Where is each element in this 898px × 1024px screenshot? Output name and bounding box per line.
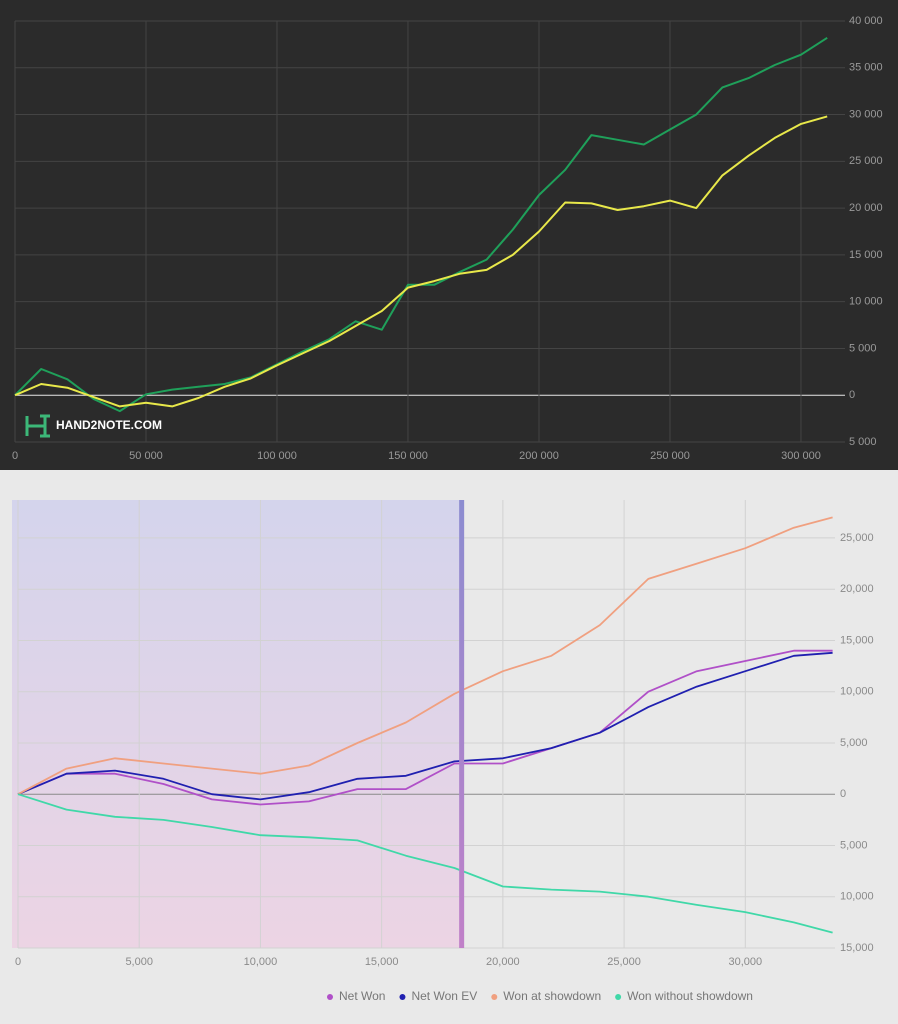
y-tick-label: 0 [840,788,846,800]
x-tick-label: 25,000 [607,956,641,968]
y-tick-label: 30 000 [849,108,883,120]
series-line [17,793,833,934]
x-tick-label: 20,000 [486,956,520,968]
highlight-region [12,500,462,948]
y-tick-label: 25 000 [849,155,883,167]
x-tick-label: 0 [12,450,18,462]
y-tick-label: 20 000 [849,202,883,214]
x-tick-label: 15,000 [365,956,399,968]
y-tick-label: 40 000 [849,15,883,27]
x-tick-label: 10,000 [244,956,278,968]
legend-swatch [327,994,333,1000]
legend-label: Net Won EV [411,989,477,1003]
legend-label: Net Won [339,989,385,1003]
series-line [17,651,833,801]
y-tick-label: 15 000 [849,249,883,261]
y-tick-label: 0 [849,389,855,401]
y-tick-label: 10,000 [840,686,874,698]
series-line [17,649,833,806]
y-tick-label: 10 000 [849,296,883,308]
y-tick-label: 10,000 [840,891,874,903]
x-tick-label: 50 000 [129,450,163,462]
x-tick-label: 5,000 [125,956,153,968]
y-tick-label: 20,000 [840,583,874,595]
y-tick-label: 5,000 [840,839,868,851]
logo: HAND2NOTE.COM [25,414,162,438]
legend-label: Won at showdown [503,989,601,1003]
x-tick-label: 30,000 [728,956,762,968]
y-tick-label: 15,000 [840,942,874,954]
y-tick-label: 35 000 [849,62,883,74]
highlight-marker [459,500,465,948]
x-tick-label: 250 000 [650,450,690,462]
y-tick-label: 5 000 [849,436,877,448]
legend-swatch [491,994,498,1000]
legend-swatch [615,994,622,1000]
series-line [17,516,833,795]
y-tick-label: 25,000 [840,532,874,544]
x-tick-label: 0 [15,956,21,968]
layer: 5 000 0 5 000 10 000 15 000 20 000 25 000 30 00… [12,15,883,1003]
watermark: HAND2NOTE.COM [56,418,162,432]
y-tick-label: 15,000 [840,634,874,646]
y-tick-label: 5,000 [840,737,868,749]
legend-swatch [399,994,406,1000]
x-tick-label: 150 000 [388,450,428,462]
series-line [14,115,828,408]
legend-label: Won without showdown [627,989,753,1003]
y-tick-label: 5 000 [849,342,877,354]
x-tick-label: 200 000 [519,450,559,462]
x-tick-label: 300 000 [781,450,821,462]
x-tick-label: 100 000 [257,450,297,462]
logo-icon [25,414,50,438]
